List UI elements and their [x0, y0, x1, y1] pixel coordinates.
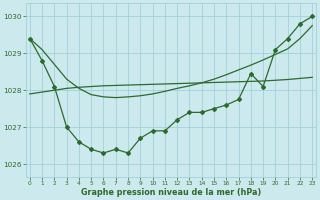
X-axis label: Graphe pression niveau de la mer (hPa): Graphe pression niveau de la mer (hPa): [81, 188, 261, 197]
